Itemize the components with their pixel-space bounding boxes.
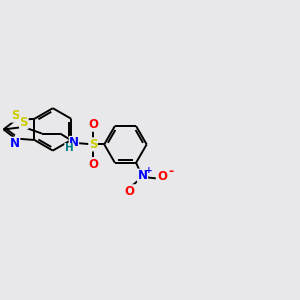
Text: S: S: [20, 116, 28, 128]
Text: S: S: [89, 138, 97, 151]
Text: -: -: [169, 165, 174, 178]
Text: H: H: [64, 143, 73, 153]
Text: O: O: [157, 170, 167, 183]
Text: S: S: [11, 109, 20, 122]
Text: N: N: [69, 136, 79, 149]
Text: O: O: [88, 158, 98, 171]
Text: +: +: [145, 166, 153, 175]
Text: N: N: [137, 169, 148, 182]
Text: O: O: [88, 118, 98, 131]
Text: N: N: [10, 137, 20, 150]
Text: O: O: [125, 185, 135, 198]
